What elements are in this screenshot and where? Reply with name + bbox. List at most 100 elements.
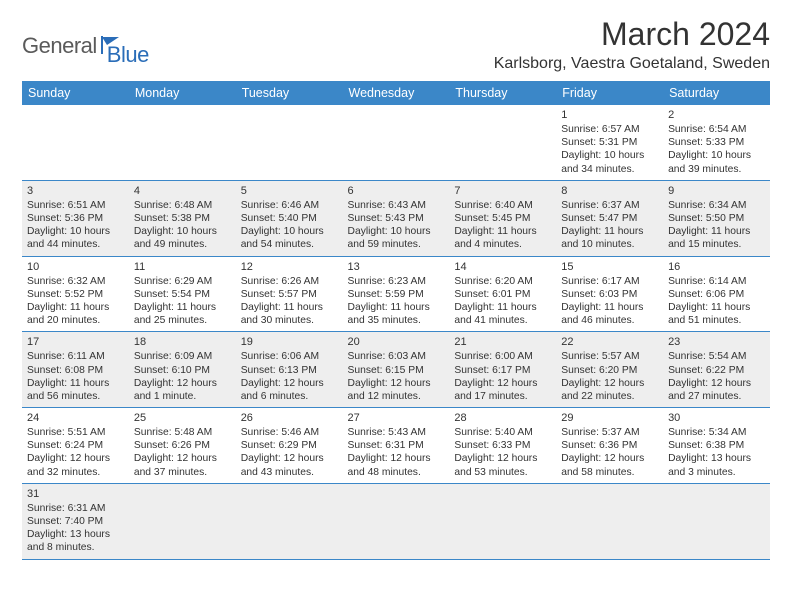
daylight-text: and 30 minutes. — [241, 314, 338, 327]
sunset-text: Sunset: 5:50 PM — [668, 212, 765, 225]
day-cell: 20Sunrise: 6:03 AMSunset: 6:15 PMDayligh… — [343, 332, 450, 408]
day-number: 28 — [454, 411, 551, 425]
daylight-text: and 6 minutes. — [241, 390, 338, 403]
daylight-text: and 44 minutes. — [27, 238, 124, 251]
calendar-head: SundayMondayTuesdayWednesdayThursdayFrid… — [22, 81, 770, 105]
sunset-text: Sunset: 7:40 PM — [27, 515, 124, 528]
month-title: March 2024 — [494, 16, 770, 53]
weekday-header: Friday — [556, 81, 663, 105]
sunrise-text: Sunrise: 6:40 AM — [454, 199, 551, 212]
sunset-text: Sunset: 6:08 PM — [27, 364, 124, 377]
sunrise-text: Sunrise: 5:51 AM — [27, 426, 124, 439]
empty-cell — [129, 483, 236, 559]
daylight-text: and 1 minute. — [134, 390, 231, 403]
day-cell: 16Sunrise: 6:14 AMSunset: 6:06 PMDayligh… — [663, 256, 770, 332]
daylight-text: Daylight: 11 hours — [27, 301, 124, 314]
daylight-text: Daylight: 10 hours — [241, 225, 338, 238]
sunset-text: Sunset: 5:54 PM — [134, 288, 231, 301]
daylight-text: and 20 minutes. — [27, 314, 124, 327]
weekday-header: Thursday — [449, 81, 556, 105]
day-number: 27 — [348, 411, 445, 425]
day-number: 22 — [561, 335, 658, 349]
day-number: 8 — [561, 184, 658, 198]
empty-cell — [22, 105, 129, 180]
daylight-text: and 3 minutes. — [668, 466, 765, 479]
daylight-text: Daylight: 11 hours — [134, 301, 231, 314]
sunset-text: Sunset: 6:22 PM — [668, 364, 765, 377]
daylight-text: Daylight: 12 hours — [668, 377, 765, 390]
daylight-text: Daylight: 11 hours — [348, 301, 445, 314]
day-number: 12 — [241, 260, 338, 274]
day-cell: 8Sunrise: 6:37 AMSunset: 5:47 PMDaylight… — [556, 180, 663, 256]
empty-cell — [663, 483, 770, 559]
daylight-text: Daylight: 12 hours — [241, 377, 338, 390]
sunrise-text: Sunrise: 6:31 AM — [27, 502, 124, 515]
sunrise-text: Sunrise: 6:26 AM — [241, 275, 338, 288]
logo-text-general: General — [22, 33, 97, 59]
day-number: 3 — [27, 184, 124, 198]
sunset-text: Sunset: 6:06 PM — [668, 288, 765, 301]
daylight-text: and 34 minutes. — [561, 163, 658, 176]
day-number: 29 — [561, 411, 658, 425]
daylight-text: and 35 minutes. — [348, 314, 445, 327]
day-number: 9 — [668, 184, 765, 198]
sunrise-text: Sunrise: 5:40 AM — [454, 426, 551, 439]
day-cell: 3Sunrise: 6:51 AMSunset: 5:36 PMDaylight… — [22, 180, 129, 256]
daylight-text: and 58 minutes. — [561, 466, 658, 479]
day-number: 25 — [134, 411, 231, 425]
week-row: 1Sunrise: 6:57 AMSunset: 5:31 PMDaylight… — [22, 105, 770, 180]
sunrise-text: Sunrise: 6:09 AM — [134, 350, 231, 363]
daylight-text: and 10 minutes. — [561, 238, 658, 251]
day-number: 18 — [134, 335, 231, 349]
day-number: 11 — [134, 260, 231, 274]
day-number: 5 — [241, 184, 338, 198]
day-cell: 18Sunrise: 6:09 AMSunset: 6:10 PMDayligh… — [129, 332, 236, 408]
day-number: 13 — [348, 260, 445, 274]
empty-cell — [343, 483, 450, 559]
sunset-text: Sunset: 6:31 PM — [348, 439, 445, 452]
logo-text-blue: Blue — [107, 42, 149, 68]
sunrise-text: Sunrise: 6:29 AM — [134, 275, 231, 288]
daylight-text: and 56 minutes. — [27, 390, 124, 403]
day-number: 4 — [134, 184, 231, 198]
sunset-text: Sunset: 5:47 PM — [561, 212, 658, 225]
sunrise-text: Sunrise: 6:34 AM — [668, 199, 765, 212]
day-cell: 1Sunrise: 6:57 AMSunset: 5:31 PMDaylight… — [556, 105, 663, 180]
empty-cell — [343, 105, 450, 180]
daylight-text: and 12 minutes. — [348, 390, 445, 403]
sunrise-text: Sunrise: 6:14 AM — [668, 275, 765, 288]
sunset-text: Sunset: 6:36 PM — [561, 439, 658, 452]
daylight-text: Daylight: 10 hours — [134, 225, 231, 238]
sunset-text: Sunset: 6:29 PM — [241, 439, 338, 452]
sunset-text: Sunset: 5:45 PM — [454, 212, 551, 225]
daylight-text: and 32 minutes. — [27, 466, 124, 479]
day-number: 26 — [241, 411, 338, 425]
day-cell: 29Sunrise: 5:37 AMSunset: 6:36 PMDayligh… — [556, 408, 663, 484]
day-cell: 24Sunrise: 5:51 AMSunset: 6:24 PMDayligh… — [22, 408, 129, 484]
daylight-text: and 17 minutes. — [454, 390, 551, 403]
weekday-header: Saturday — [663, 81, 770, 105]
empty-cell — [449, 105, 556, 180]
week-row: 31Sunrise: 6:31 AMSunset: 7:40 PMDayligh… — [22, 483, 770, 559]
daylight-text: and 49 minutes. — [134, 238, 231, 251]
day-number: 16 — [668, 260, 765, 274]
day-cell: 15Sunrise: 6:17 AMSunset: 6:03 PMDayligh… — [556, 256, 663, 332]
day-number: 6 — [348, 184, 445, 198]
daylight-text: Daylight: 11 hours — [668, 301, 765, 314]
daylight-text: Daylight: 11 hours — [561, 301, 658, 314]
sunrise-text: Sunrise: 6:54 AM — [668, 123, 765, 136]
sunrise-text: Sunrise: 6:46 AM — [241, 199, 338, 212]
empty-cell — [449, 483, 556, 559]
weekday-header: Monday — [129, 81, 236, 105]
daylight-text: and 37 minutes. — [134, 466, 231, 479]
page-header: General Blue March 2024 Karlsborg, Vaest… — [22, 16, 770, 73]
day-number: 19 — [241, 335, 338, 349]
day-number: 21 — [454, 335, 551, 349]
weekday-header: Sunday — [22, 81, 129, 105]
daylight-text: and 39 minutes. — [668, 163, 765, 176]
day-number: 14 — [454, 260, 551, 274]
week-row: 24Sunrise: 5:51 AMSunset: 6:24 PMDayligh… — [22, 408, 770, 484]
daylight-text: and 41 minutes. — [454, 314, 551, 327]
daylight-text: Daylight: 12 hours — [134, 377, 231, 390]
sunset-text: Sunset: 6:20 PM — [561, 364, 658, 377]
